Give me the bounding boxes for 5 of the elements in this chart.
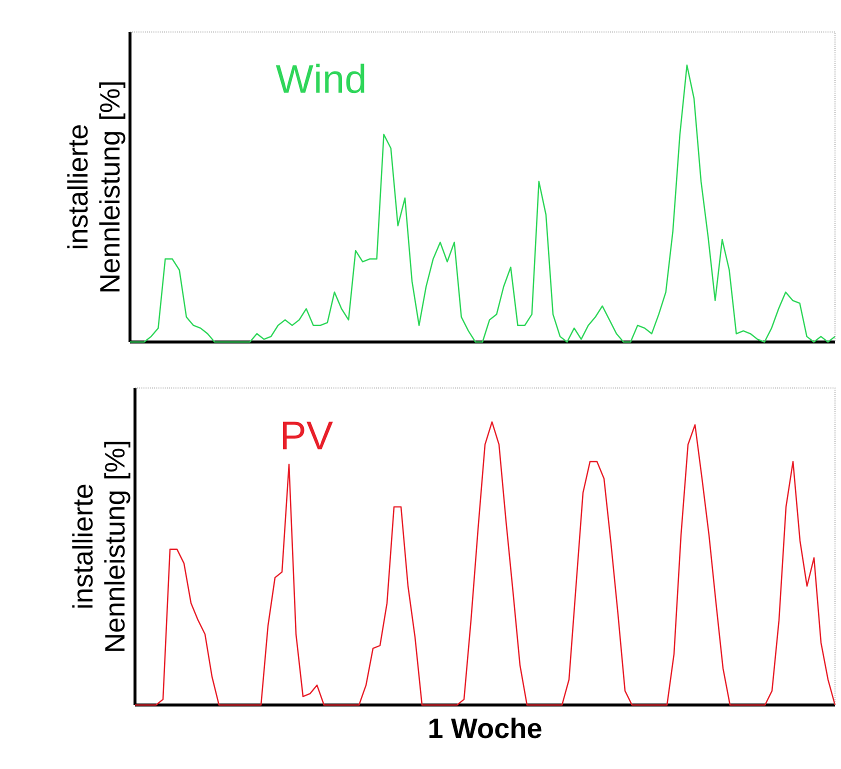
series-label: PV (282, 422, 333, 450)
x-axis-title: 1 Woche (429, 718, 542, 738)
y-axis-title: installierte Nennleistung [%] (72, 442, 130, 651)
series-label: Wind (276, 64, 364, 94)
y-axis-title: installierte Nennleistung [%] (67, 82, 126, 292)
